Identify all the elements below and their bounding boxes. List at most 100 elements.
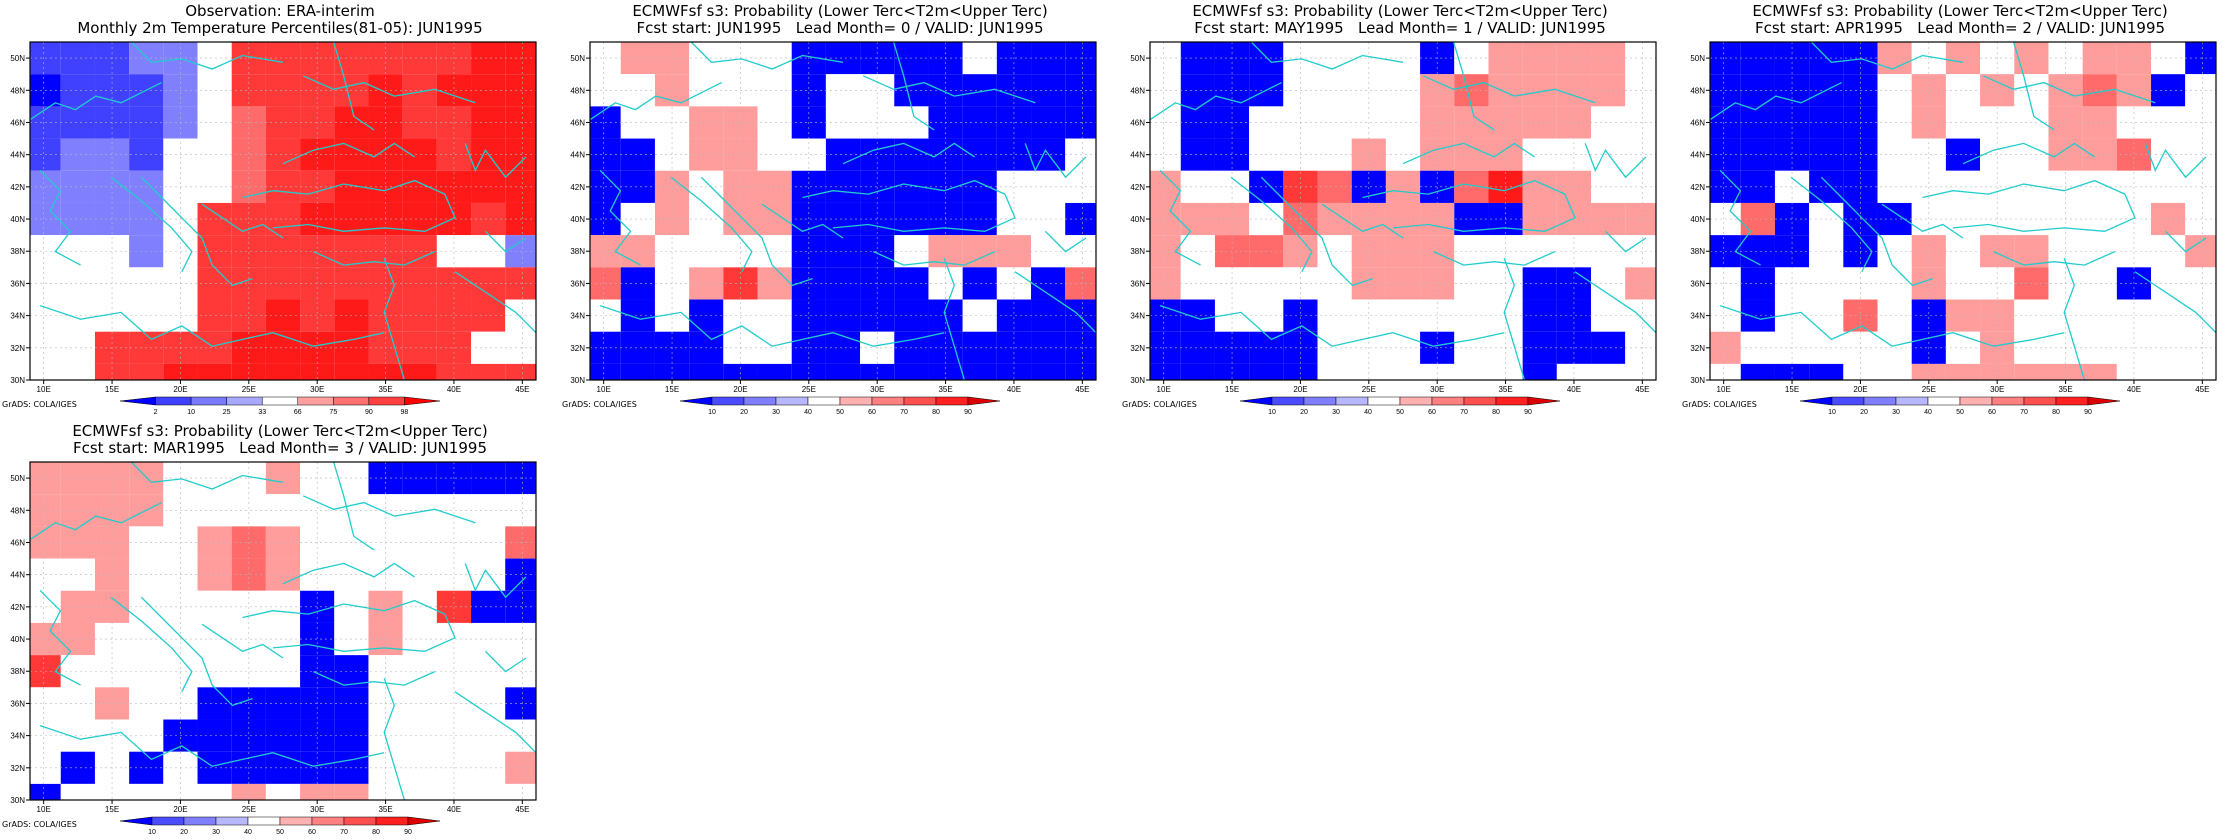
coastline <box>454 271 537 334</box>
heatmap-cell <box>231 783 266 800</box>
panel-title-line1: ECMWFsf s3: Probability (Lower Terc<T2m<… <box>1752 2 2168 20</box>
coastline <box>943 258 966 381</box>
heatmap-cell <box>791 363 826 380</box>
coastline <box>1321 203 1404 239</box>
coastlines <box>29 41 537 381</box>
coastline <box>39 589 81 686</box>
colorbar-swatch <box>1799 396 1833 406</box>
colorbar-swatch <box>343 816 377 826</box>
y-tick-label: 32N <box>10 344 25 353</box>
heatmap-cell <box>2082 363 2117 380</box>
colorbar-label: 30 <box>1892 409 1900 416</box>
colorbar-label: 70 <box>1460 409 1468 416</box>
coastline <box>282 562 415 585</box>
grid-cells <box>1710 42 2216 380</box>
colorbar-swatch <box>1991 396 2025 406</box>
y-tick-label: 32N <box>1690 344 1705 353</box>
coastline <box>313 251 436 266</box>
y-tick-label: 42N <box>1130 183 1145 192</box>
heatmap-cell <box>1556 363 1592 380</box>
panel-title-line2: Fcst start: MAY1995 Lead Month= 1 / VALI… <box>1194 19 1606 37</box>
colorbar-label: 90 <box>1524 409 1532 416</box>
x-tick-label: 35E <box>938 385 952 394</box>
colorbar-swatch <box>935 396 969 406</box>
coastline <box>862 75 1036 104</box>
x-tick-label: 40E <box>447 385 461 394</box>
colorbar-label: 20 <box>180 829 188 836</box>
x-tick-label: 20E <box>173 805 187 814</box>
heatmap-cell <box>436 783 472 800</box>
heatmap-cell <box>757 363 792 380</box>
colorbar-swatch <box>375 816 409 826</box>
heatmap-cell <box>1214 363 1250 380</box>
y-tick-label: 30N <box>570 376 585 385</box>
x-tick-label: 25E <box>1922 385 1936 394</box>
coastline <box>282 142 415 165</box>
x-tick-label: 20E <box>1293 385 1307 394</box>
x-tick-label: 25E <box>802 385 816 394</box>
heatmap-cell <box>471 363 506 380</box>
y-tick-label: 42N <box>10 603 25 612</box>
y-tick-label: 30N <box>10 376 25 385</box>
colorbar: 2 10 25 33 66 75 90 98 <box>119 396 441 416</box>
x-tick-label: 45E <box>515 385 529 394</box>
heatmap-cell <box>334 363 369 380</box>
y-tick-label: 42N <box>1690 183 1705 192</box>
heatmap-cell <box>163 783 198 800</box>
x-tick-label: 10E <box>37 385 51 394</box>
y-tick-label: 32N <box>10 764 25 773</box>
heatmap-cell <box>1591 363 1626 380</box>
heatmap-cell <box>197 363 232 380</box>
coastline <box>1362 179 1576 232</box>
colorbar-swatch <box>1927 396 1961 406</box>
heatmap-cell <box>1740 363 1775 380</box>
heatmap-cell <box>505 783 536 800</box>
colorbar-swatch <box>215 816 249 826</box>
coastline <box>1402 142 1535 165</box>
panel-lead3: 10E 15E 20E 25E 30E 35E 40E 45E 30N 32N 34N 36N 38N 4… <box>0 420 560 840</box>
heatmap-svg: 10E 15E 20E 25E 30E 35E 40E 45E 30N 32N 34N 36N 38N 4… <box>570 41 1097 416</box>
x-tick-label: 40E <box>1007 385 1021 394</box>
colorbar-swatch <box>261 396 299 406</box>
y-tick-label: 50N <box>10 54 25 63</box>
heatmap-cell <box>894 363 929 380</box>
coastline <box>1014 271 1097 334</box>
colorbar-swatch <box>151 816 185 826</box>
heatmap-cell <box>1809 363 1844 380</box>
gridlines <box>1710 42 2216 381</box>
colorbar-swatch <box>743 396 777 406</box>
colorbar-label: 33 <box>258 409 266 416</box>
colorbar-label: 75 <box>329 409 337 416</box>
coastline <box>1820 176 1933 287</box>
coastline <box>201 203 284 239</box>
coastline <box>39 304 385 347</box>
coastline <box>140 176 253 287</box>
coastline <box>1024 143 1087 179</box>
coastline <box>2134 271 2217 334</box>
heatmap-cell <box>163 363 198 380</box>
colorbar-swatch <box>1367 396 1401 406</box>
coastlines <box>29 461 537 801</box>
coastline <box>599 169 641 266</box>
panel-title-line1: Observation: ERA-interim <box>185 2 375 20</box>
colorbar-label: 60 <box>1428 409 1436 416</box>
x-tick-label: 45E <box>1635 385 1649 394</box>
x-tick-label: 20E <box>173 385 187 394</box>
heatmap-cell <box>197 783 232 800</box>
coastline <box>302 495 476 524</box>
y-tick-label: 50N <box>1130 54 1145 63</box>
coastline <box>332 41 375 131</box>
coastline <box>39 724 385 767</box>
y-tick-label: 38N <box>10 247 25 256</box>
colorbar-swatch <box>1271 396 1305 406</box>
y-tick-label: 34N <box>1130 312 1145 321</box>
colorbar-label: 30 <box>1332 409 1340 416</box>
colorbar-label: 10 <box>1268 409 1276 416</box>
y-tick-label: 42N <box>10 183 25 192</box>
x-tick-label: 20E <box>733 385 747 394</box>
y-tick-label: 48N <box>1130 86 1145 95</box>
heatmap-cell <box>30 363 61 380</box>
coastline <box>383 258 406 381</box>
colorbar-label: 10 <box>1828 409 1836 416</box>
heatmap-cell <box>60 783 95 800</box>
